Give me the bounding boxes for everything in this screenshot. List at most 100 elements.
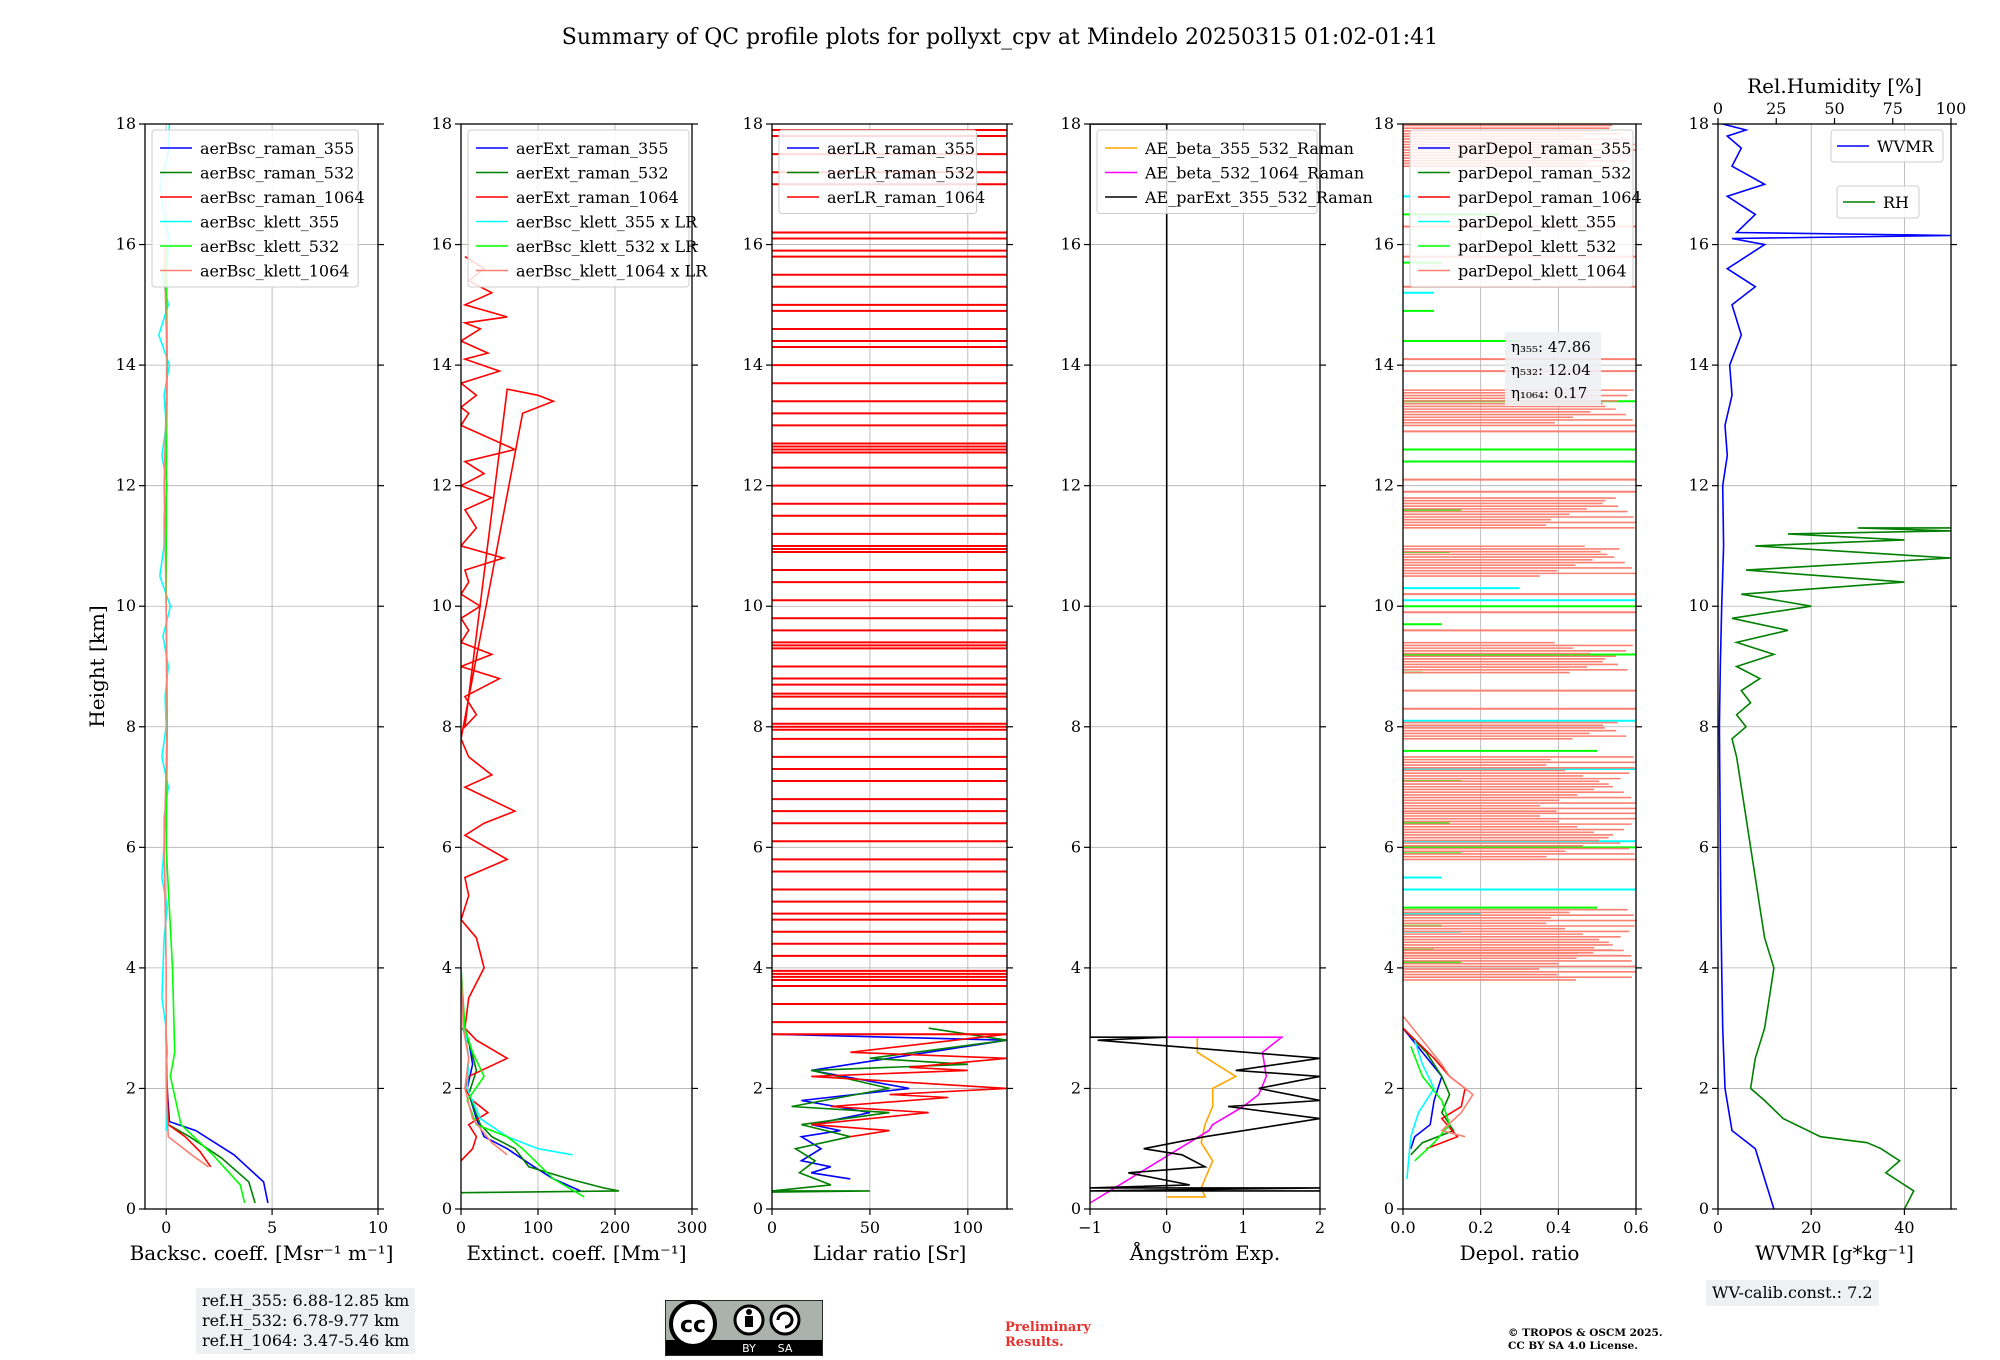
- y-tick-label: 14: [432, 355, 452, 374]
- eta-annotation: η₁₀₆₄: 0.17: [1511, 384, 1587, 402]
- y-tick-label: 12: [1689, 476, 1709, 495]
- x-tick-label: 50: [860, 1218, 880, 1237]
- y-tick-label: 2: [753, 1078, 763, 1097]
- series-aerext-raman-1064-line: [461, 255, 556, 1162]
- series-pardepol-klett-532-line: [1410, 1046, 1451, 1162]
- top-x-tick-label: 100: [1936, 99, 1967, 118]
- legend-entry: aerBsc_raman_355: [200, 139, 354, 158]
- y-tick-label: 8: [1071, 717, 1081, 736]
- x-axis-label: Ångström Exp.: [1129, 1240, 1280, 1265]
- y-tick-label: 8: [1699, 717, 1709, 736]
- legend-entry: aerBsc_klett_532: [200, 237, 339, 256]
- y-tick-label: 4: [442, 958, 452, 977]
- y-tick-label: 0: [1384, 1199, 1394, 1218]
- legend-entry: aerBsc_klett_355: [200, 213, 339, 232]
- y-tick-label: 10: [743, 596, 763, 615]
- legend-entry: WVMR: [1877, 137, 1934, 156]
- y-tick-label: 18: [1061, 114, 1081, 133]
- legend-entry: aerExt_raman_532: [516, 164, 669, 183]
- y-tick-label: 4: [1071, 958, 1081, 977]
- legend-box: [151, 129, 359, 288]
- series-aerbsc-klett-532-x-lr-line: [461, 967, 585, 1198]
- ref-height-355: ref.H_355: 6.88-12.85 km: [202, 1291, 410, 1310]
- y-tick-label: 10: [1061, 596, 1081, 615]
- legend-entry: aerBsc_klett_1064: [200, 262, 349, 281]
- top-x-tick-label: 75: [1883, 99, 1903, 118]
- y-axis-label: Height [km]: [85, 605, 109, 727]
- y-tick-label: 6: [1384, 837, 1394, 856]
- y-tick-label: 14: [116, 355, 136, 374]
- y-tick-label: 8: [126, 717, 136, 736]
- legend-entry: aerLR_raman_532: [827, 164, 975, 183]
- y-tick-label: 16: [1374, 235, 1394, 254]
- preliminary-line-2: Results.: [1005, 1335, 1064, 1350]
- legend-entry: aerBsc_raman_532: [200, 164, 354, 183]
- legend-entry: AE_beta_355_532_Raman: [1144, 139, 1354, 158]
- legend-box: [467, 129, 690, 288]
- series-aerlr-raman-1064-line: [811, 1033, 1007, 1138]
- series-pardepol-klett-1064-line: [1403, 1015, 1474, 1138]
- series-wvmr-line: [1718, 124, 1951, 1209]
- y-tick-label: 2: [126, 1078, 136, 1097]
- x-tick-label: 0: [1713, 1218, 1723, 1237]
- series-pardepol-klett-355-line: [1406, 1039, 1436, 1179]
- series-aerbsc-klett-355-x-lr-line: [461, 967, 573, 1156]
- y-tick-label: 2: [1699, 1078, 1709, 1097]
- y-tick-label: 10: [116, 596, 136, 615]
- y-tick-label: 4: [126, 958, 136, 977]
- axes-frame: [1089, 123, 1321, 1210]
- series-aerbsc-klett-532-line: [165, 244, 246, 1204]
- legend-entry: aerExt_raman_1064: [516, 188, 679, 207]
- y-tick-label: 16: [743, 235, 763, 254]
- legend-entry: parDepol_klett_355: [1458, 213, 1616, 232]
- series-group: [157, 124, 269, 1204]
- series-aerbsc-raman-355-line: [165, 1028, 269, 1204]
- y-tick-label: 14: [743, 355, 763, 374]
- wv-calibration-box: WV-calib.const.: 7.2: [1706, 1280, 1879, 1306]
- x-tick-label: 0: [1162, 1218, 1172, 1237]
- y-tick-label: 6: [1699, 837, 1709, 856]
- x-tick-label: 0.2: [1468, 1218, 1493, 1237]
- license-sa-label: SA: [778, 1342, 793, 1355]
- svg-text:cc: cc: [680, 1313, 706, 1338]
- panel-lr: 0 2 4 6 8 10 12 14 16 18 0 50 100 Lidar ratio [Sr] aer…: [743, 114, 1013, 1265]
- ref-height-532: ref.H_532: 6.78-9.77 km: [202, 1311, 400, 1330]
- y-tick-label: 6: [442, 837, 452, 856]
- series-rh-line: [1731, 527, 1951, 1209]
- y-tick-label: 0: [126, 1199, 136, 1218]
- legend-entry: aerBsc_klett_532 x LR: [516, 237, 698, 256]
- series-group: [1718, 124, 1951, 1209]
- x-tick-label: 0: [161, 1218, 171, 1237]
- legend-entry: aerLR_raman_355: [827, 139, 975, 158]
- legend-entry: aerBsc_raman_1064: [200, 188, 365, 207]
- axes-frame: [460, 123, 693, 1210]
- y-tick-label: 16: [116, 235, 136, 254]
- series-aerext-raman-532-line: [461, 1027, 620, 1194]
- x-tick-label: 10: [368, 1218, 388, 1237]
- x-axis-label: Extinct. coeff. [Mm⁻¹]: [466, 1241, 686, 1265]
- y-tick-label: 18: [432, 114, 452, 133]
- eta-annotation-box: [1505, 332, 1601, 406]
- legend-entry: AE_parExt_355_532_Raman: [1144, 188, 1373, 207]
- y-tick-label: 8: [1384, 717, 1394, 736]
- legend-box: [1836, 185, 1920, 219]
- copyright-line-1: © TROPOS & OSCM 2025.: [1508, 1327, 1663, 1339]
- series-group: [1090, 124, 1320, 1204]
- series-pardepol-raman-355-line: [1403, 1027, 1443, 1149]
- x-axis-label: Backsc. coeff. [Msr⁻¹ m⁻¹]: [130, 1241, 394, 1265]
- sa-share-alike-icon: [769, 1304, 801, 1336]
- top-axis-label: Rel.Humidity [%]: [1747, 74, 1922, 98]
- x-tick-label: 0: [456, 1218, 466, 1237]
- legend-entry: RH: [1883, 193, 1909, 212]
- y-tick-label: 2: [1384, 1078, 1394, 1097]
- y-tick-label: 14: [1374, 355, 1394, 374]
- x-tick-label: 2: [1315, 1218, 1325, 1237]
- legend-entry: parDepol_klett_1064: [1458, 262, 1627, 281]
- x-axis-label: Lidar ratio [Sr]: [813, 1241, 967, 1265]
- series-group: [772, 129, 1007, 1193]
- y-tick-label: 14: [1061, 355, 1081, 374]
- legend-box: [778, 129, 978, 214]
- x-tick-label: 100: [523, 1218, 554, 1237]
